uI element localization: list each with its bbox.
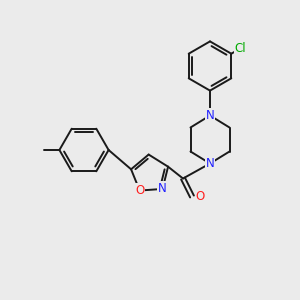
- Text: O: O: [196, 190, 205, 203]
- Text: Cl: Cl: [235, 42, 246, 55]
- Text: N: N: [206, 109, 214, 122]
- Text: O: O: [135, 184, 144, 197]
- Text: N: N: [158, 182, 167, 195]
- Text: N: N: [206, 157, 214, 170]
